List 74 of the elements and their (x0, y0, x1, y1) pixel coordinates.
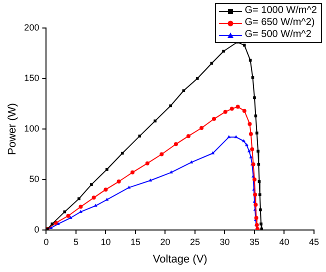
point (242, 139, 246, 142)
point (127, 186, 131, 189)
point (196, 77, 199, 80)
point (258, 180, 261, 183)
point (186, 134, 190, 138)
point (251, 76, 254, 79)
point (78, 204, 83, 209)
x-axis-title: Voltage (V) (152, 253, 208, 266)
point (50, 222, 54, 226)
point (236, 104, 240, 109)
legend-label: G= 500 W/m^2 (244, 29, 312, 41)
point (79, 210, 82, 213)
x-tick-label: 40 (279, 236, 290, 247)
point (182, 89, 186, 92)
y-tick-label: 50 (29, 174, 40, 184)
point (234, 135, 238, 138)
point (212, 116, 216, 121)
point (78, 197, 80, 200)
x-tick-label: 5 (73, 236, 78, 247)
x-tick-label: 30 (220, 236, 230, 247)
point (258, 193, 262, 196)
point (256, 150, 260, 153)
y-tick-label: 200 (24, 22, 40, 32)
point (174, 142, 178, 146)
x-tick-label: 10 (100, 236, 111, 247)
point (222, 50, 225, 53)
point (160, 152, 164, 156)
point (63, 210, 66, 214)
point (227, 135, 231, 138)
legend-label: G= 1000 W/m^2 (244, 5, 317, 17)
point (130, 170, 134, 174)
point (248, 132, 253, 136)
point (120, 152, 124, 155)
point (257, 162, 260, 166)
point (254, 114, 258, 118)
point (223, 110, 228, 114)
point (248, 122, 252, 126)
y-tick-label: 0 (34, 224, 40, 234)
x-tick-label: 35 (249, 236, 260, 247)
point (169, 104, 172, 108)
point (169, 170, 173, 174)
point (252, 178, 256, 182)
point (242, 44, 246, 47)
point (255, 132, 258, 134)
x-tick-label: 20 (160, 236, 170, 247)
point (253, 96, 256, 100)
point (104, 188, 108, 192)
point (154, 120, 157, 122)
y-tick-label: 100 (24, 123, 40, 134)
x-tick-label: 15 (130, 236, 140, 247)
point (259, 208, 262, 212)
point (242, 108, 246, 113)
y-tick-label: 150 (24, 72, 40, 83)
point (249, 155, 253, 158)
point (138, 134, 142, 138)
x-tick-label: 45 (308, 236, 320, 247)
point (68, 216, 72, 219)
point (116, 180, 121, 184)
point (148, 178, 152, 182)
point (250, 147, 254, 152)
x-tick-label: 0 (44, 236, 49, 247)
point (253, 192, 258, 197)
point (254, 202, 258, 207)
point (66, 214, 70, 218)
point (230, 106, 234, 111)
x-tick-label: 25 (190, 236, 200, 247)
point (145, 161, 150, 166)
point (94, 204, 98, 207)
point (200, 126, 204, 130)
point (190, 160, 194, 164)
y-axis-title: Power (W) (6, 103, 19, 155)
legend-label: G= 650 W/m^2) (244, 17, 315, 29)
point (210, 62, 214, 65)
point (92, 196, 96, 200)
